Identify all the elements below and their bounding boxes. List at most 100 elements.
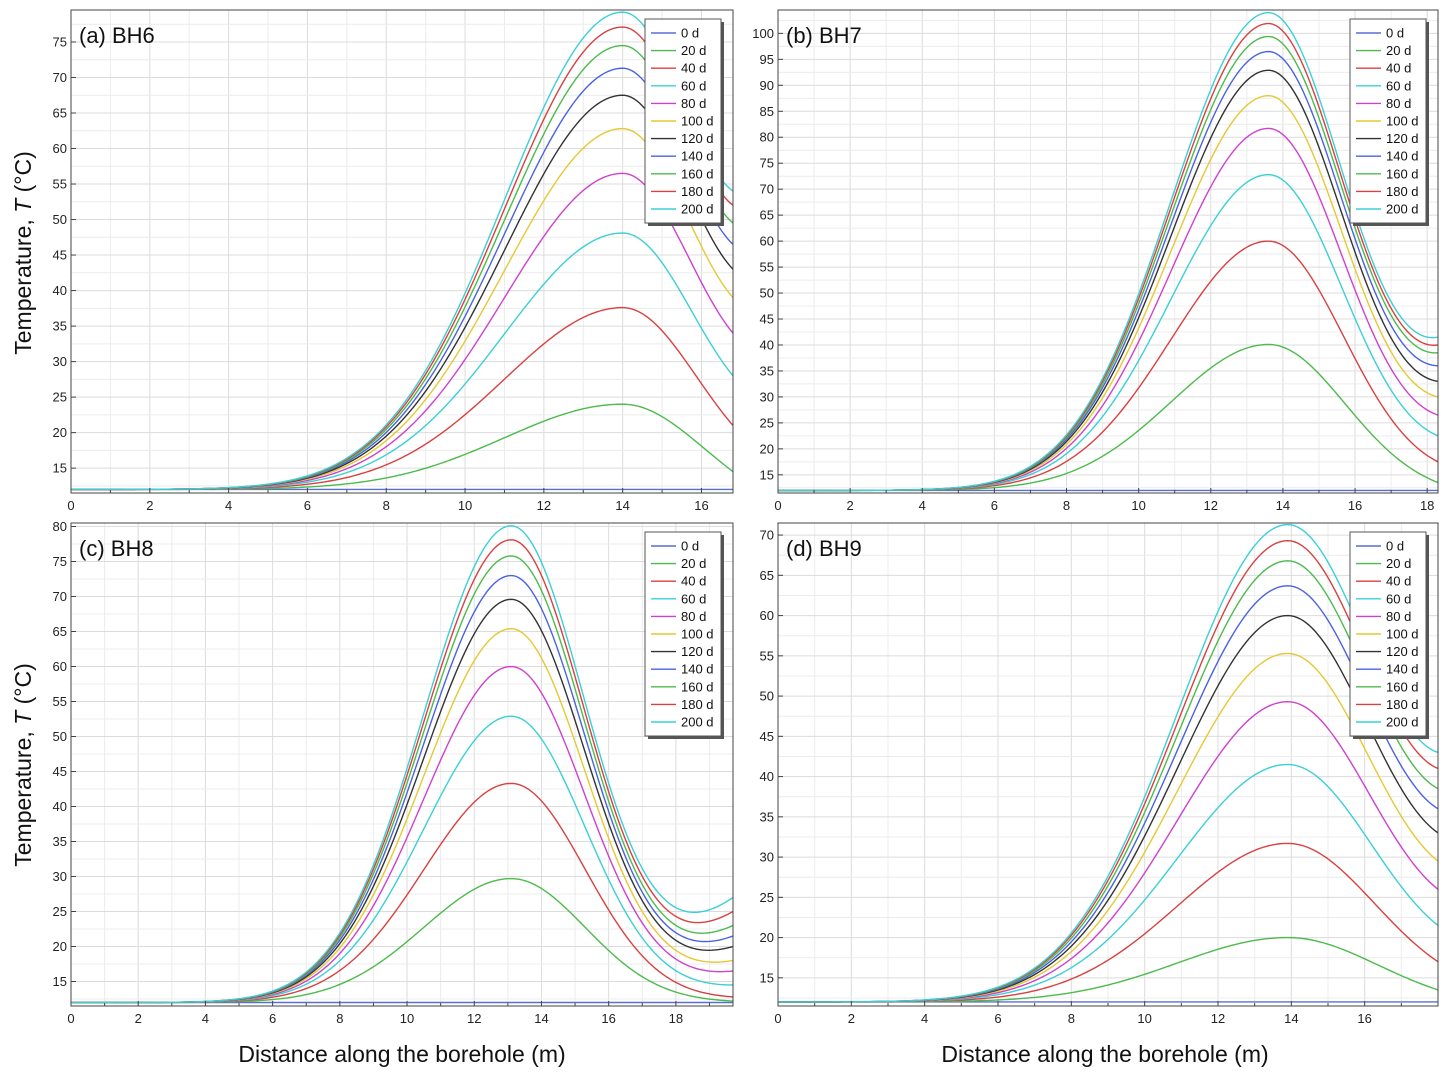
- x-tick-label: 8: [383, 498, 390, 513]
- legend-entry-label: 80 d: [681, 96, 706, 111]
- y-tick-label: 60: [760, 234, 774, 249]
- y-tick-label: 85: [760, 104, 774, 119]
- legend-entry-label: 180 d: [1386, 184, 1419, 199]
- legend-entry-label: 60 d: [681, 591, 706, 606]
- y-tick-label: 40: [760, 769, 774, 784]
- legend-entry-label: 200 d: [1386, 202, 1419, 217]
- y-tick-label: 20: [53, 425, 67, 440]
- legend-entry-label: 20 d: [681, 43, 706, 58]
- legend-entry-label: 120 d: [1386, 644, 1419, 659]
- series-line-200d: [778, 523, 1438, 1003]
- x-tick-label: 4: [225, 498, 232, 513]
- x-tick-label: 10: [458, 498, 472, 513]
- chart-panel-2: 0 2 4 6 8 10 12 14 16 18 15 20 25 30 35 40 45 50 55 60 65 70 7…: [752, 9, 1439, 513]
- legend-entry-label: 60 d: [1386, 78, 1411, 93]
- legend-entry-label: 140 d: [1386, 149, 1419, 164]
- legend-entry-label: 20 d: [681, 556, 706, 571]
- y-tick-label: 80: [760, 130, 774, 145]
- x-tick-label: 14: [1276, 498, 1290, 513]
- legend-entry-label: 100 d: [1386, 627, 1419, 642]
- x-tick-label: 14: [534, 1011, 548, 1026]
- y-tick-label: 65: [53, 105, 67, 120]
- y-tick-label: 30: [53, 354, 67, 369]
- x-tick-label: 10: [1137, 1011, 1151, 1026]
- panel-title: (d) BH9: [786, 536, 862, 561]
- y-tick-label: 15: [760, 467, 774, 482]
- y-tick-label: 15: [760, 970, 774, 985]
- x-tick-label: 4: [921, 1011, 928, 1026]
- x-tick-label: 14: [1284, 1011, 1298, 1026]
- x-axis-title-right: Distance along the borehole (m): [941, 1041, 1268, 1067]
- legend-entry-label: 180 d: [681, 184, 714, 199]
- legend: 0 d 20 d 40 d 60 d 80 d 100 d 120 d 140 d 160 d 1…: [644, 531, 724, 739]
- panel-title: (c) BH8: [79, 536, 154, 561]
- y-tick-label: 60: [53, 141, 67, 156]
- legend-entry-label: 0 d: [1386, 539, 1404, 554]
- x-tick-label: 8: [1068, 1011, 1075, 1026]
- x-tick-label: 12: [1211, 1011, 1225, 1026]
- y-tick-label: 70: [53, 70, 67, 85]
- x-tick-label: 0: [774, 1011, 781, 1026]
- y-ticks: 15 20 25 30 35 40 45 50 55 60 65 70: [760, 528, 783, 985]
- y-tick-label: 100: [752, 26, 774, 41]
- legend-entry-label: 120 d: [681, 131, 714, 146]
- legend: 0 d 20 d 40 d 60 d 80 d 100 d 120 d 140 d 160 d 1…: [1349, 531, 1429, 739]
- y-tick-label: 70: [760, 528, 774, 543]
- y-tick-label: 55: [53, 694, 67, 709]
- chart-panel-4: 0 2 4 6 8 10 12 14 16 15 20 25 30 35 40 45 50 55 60 65 70 (d)…: [760, 522, 1439, 1026]
- y-tick-label: 60: [760, 608, 774, 623]
- legend: 0 d 20 d 40 d 60 d 80 d 100 d 120 d 140 d 160 d 1…: [1349, 18, 1429, 226]
- x-tick-label: 0: [67, 1011, 74, 1026]
- series-line-200d: [778, 11, 1438, 492]
- y-tick-label: 45: [53, 764, 67, 779]
- y-tick-label: 70: [760, 182, 774, 197]
- y-tick-label: 65: [53, 624, 67, 639]
- axes-frame: [70, 9, 734, 494]
- x-axis-title-left: Distance along the borehole (m): [238, 1041, 565, 1067]
- x-tick-label: 12: [537, 498, 551, 513]
- legend-entry-label: 0 d: [1386, 26, 1404, 41]
- legend-entry-label: 20 d: [1386, 43, 1411, 58]
- x-tick-label: 10: [400, 1011, 414, 1026]
- x-tick-label: 16: [1357, 1011, 1371, 1026]
- x-tick-label: 0: [774, 498, 781, 513]
- series-lines: [778, 11, 1438, 492]
- x-tick-label: 18: [669, 1011, 683, 1026]
- series-lines: [71, 11, 733, 491]
- chart-panel-3: 0 2 4 6 8 10 12 14 16 18 15 20 25 30 35 40 45 50 55 60 65 70 7…: [53, 519, 734, 1026]
- series-lines: [778, 523, 1438, 1003]
- legend-entry-label: 160 d: [1386, 166, 1419, 181]
- y-tick-label: 15: [53, 461, 67, 476]
- legend-entry-label: 100 d: [681, 627, 714, 642]
- legend-entry-label: 140 d: [681, 662, 714, 677]
- x-tick-label: 18: [1420, 498, 1434, 513]
- x-tick-label: 12: [1204, 498, 1218, 513]
- y-tick-label: 30: [760, 389, 774, 404]
- y-tick-label: 35: [53, 319, 67, 334]
- gridlines: [70, 523, 733, 1006]
- y-tick-label: 25: [760, 890, 774, 905]
- y-tick-label: 65: [760, 208, 774, 223]
- series-line-200d: [71, 525, 733, 1004]
- legend-entry-label: 0 d: [681, 26, 699, 41]
- x-tick-label: 16: [694, 498, 708, 513]
- y-tick-label: 20: [53, 939, 67, 954]
- y-tick-label: 90: [760, 78, 774, 93]
- legend-entry-label: 60 d: [681, 78, 706, 93]
- gridlines: [777, 523, 1439, 1006]
- y-tick-label: 45: [53, 248, 67, 263]
- legend-entry-label: 140 d: [681, 149, 714, 164]
- y-tick-label: 55: [760, 260, 774, 275]
- legend-entry-label: 20 d: [1386, 556, 1411, 571]
- legend-entry-label: 140 d: [1386, 662, 1419, 677]
- x-tick-label: 14: [615, 498, 629, 513]
- x-tick-label: 6: [304, 498, 311, 513]
- y-tick-label: 75: [760, 156, 774, 171]
- legend-entry-label: 80 d: [681, 609, 706, 624]
- legend-entry-label: 40 d: [1386, 574, 1411, 589]
- y-tick-label: 70: [53, 589, 67, 604]
- y-tick-label: 40: [760, 337, 774, 352]
- legend-entry-label: 160 d: [681, 679, 714, 694]
